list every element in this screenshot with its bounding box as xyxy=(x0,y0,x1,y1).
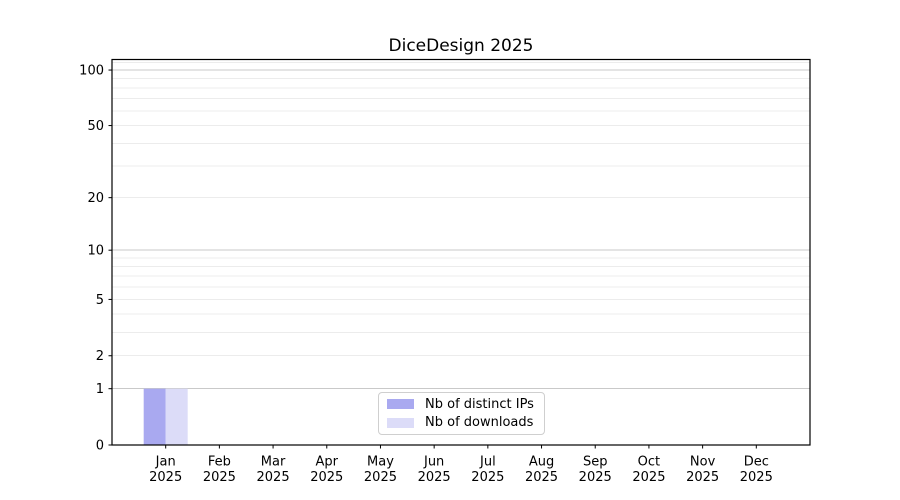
x-tick-label-year: 2025 xyxy=(257,470,290,485)
x-tick-label-month: Nov xyxy=(690,455,716,470)
y-tick-label: 10 xyxy=(87,244,104,259)
plot-border xyxy=(111,58,811,446)
legend-label: Nb of downloads xyxy=(425,415,534,431)
y-tick-label: 100 xyxy=(79,64,104,79)
x-tick-label-year: 2025 xyxy=(310,470,343,485)
legend-label: Nb of distinct IPs xyxy=(425,396,534,412)
x-tick-label-month: Mar xyxy=(261,455,286,470)
x-tick-label-year: 2025 xyxy=(203,470,236,485)
downloads-swatch xyxy=(387,417,414,428)
x-tick-label-year: 2025 xyxy=(579,470,612,485)
x-tick-label-month: Sep xyxy=(583,455,608,470)
x-tick-label-month: Oct xyxy=(638,455,660,470)
x-tick-label-year: 2025 xyxy=(632,470,665,485)
legend-item-distinct-ips: Nb of distinct IPs xyxy=(387,395,536,413)
x-tick-label-year: 2025 xyxy=(149,470,182,485)
x-tick-label-month: Feb xyxy=(208,455,231,470)
x-tick-label-month: May xyxy=(367,455,394,470)
x-tick-label-month: Apr xyxy=(316,455,339,470)
y-tick-label: 5 xyxy=(96,293,104,308)
bar-jan-s1 xyxy=(165,388,188,445)
x-tick-label-month: Aug xyxy=(529,455,554,470)
y-tick-label: 2 xyxy=(96,349,104,364)
x-tick-label-year: 2025 xyxy=(364,470,397,485)
legend: Nb of distinct IPs Nb of downloads xyxy=(378,392,545,435)
y-tick-label: 0 xyxy=(96,439,104,454)
x-tick-label-year: 2025 xyxy=(471,470,504,485)
x-tick-label-month: Jan xyxy=(155,455,176,470)
y-tick-label: 20 xyxy=(87,191,104,206)
x-tick-label-year: 2025 xyxy=(525,470,558,485)
x-tick-label-month: Jun xyxy=(423,455,444,470)
x-tick-label-year: 2025 xyxy=(740,470,773,485)
x-tick-label-year: 2025 xyxy=(686,470,719,485)
y-tick-label: 50 xyxy=(87,119,104,134)
distinct-ips-swatch xyxy=(387,399,414,410)
bar-jan-s0 xyxy=(143,388,166,445)
x-tick-label-month: Dec xyxy=(744,455,769,470)
legend-item-downloads: Nb of downloads xyxy=(387,414,536,432)
chart-title: DiceDesign 2025 xyxy=(388,36,534,56)
y-tick-label: 1 xyxy=(96,382,104,397)
x-tick-label-year: 2025 xyxy=(418,470,451,485)
x-tick-label-month: Jul xyxy=(479,455,496,470)
